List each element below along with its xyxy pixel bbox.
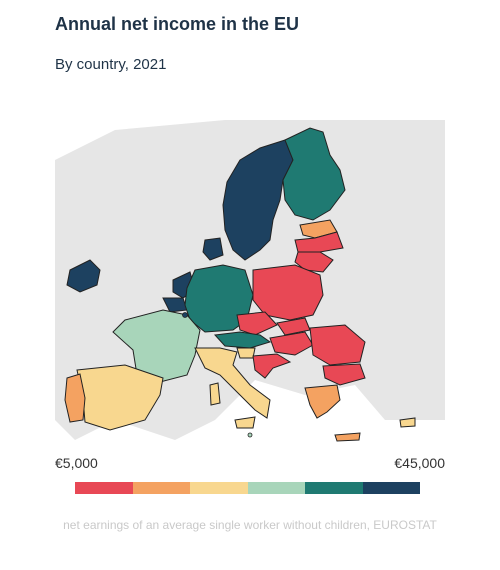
country-austria[interactable] [213, 331, 272, 349]
country-ireland[interactable] [66, 259, 101, 293]
country-lithuania[interactable] [294, 251, 334, 273]
legend-color-scale [75, 482, 420, 494]
country-cyprus[interactable] [399, 417, 416, 428]
legend-swatch-6 [362, 482, 420, 494]
source-note: net earnings of an average single worker… [63, 518, 437, 532]
country-romania[interactable] [309, 324, 366, 366]
legend-swatch-4 [247, 482, 305, 494]
country-luxembourg[interactable] [182, 312, 188, 318]
country-croatia[interactable] [252, 353, 292, 379]
country-hungary[interactable] [269, 331, 314, 356]
eu-map [55, 120, 445, 460]
country-italy-sardinia[interactable] [209, 382, 221, 406]
country-france[interactable] [112, 309, 201, 383]
country-malta[interactable] [247, 432, 253, 438]
country-italy[interactable] [194, 347, 271, 419]
country-germany[interactable] [184, 264, 254, 333]
country-portugal[interactable] [64, 373, 86, 423]
country-czechia[interactable] [236, 311, 278, 336]
country-denmark[interactable] [202, 237, 224, 261]
legend-min-label: €5,000 [55, 455, 98, 471]
legend-swatch-2 [132, 482, 190, 494]
legend-swatch-1 [75, 482, 133, 494]
legend-swatch-5 [305, 482, 363, 494]
country-poland[interactable] [252, 264, 324, 321]
country-bulgaria[interactable] [322, 363, 366, 386]
country-slovenia[interactable] [236, 347, 256, 359]
uk-landmass [115, 230, 163, 310]
legend-max-label: €45,000 [394, 455, 445, 471]
legend-swatch-3 [190, 482, 248, 494]
country-finland[interactable] [282, 127, 346, 221]
country-greece[interactable] [304, 384, 341, 419]
country-italy-sicily[interactable] [234, 416, 256, 429]
country-greece-crete[interactable] [334, 432, 361, 442]
chart-subtitle: By country, 2021 [55, 56, 167, 73]
chart-title: Annual net income in the EU [55, 14, 300, 34]
